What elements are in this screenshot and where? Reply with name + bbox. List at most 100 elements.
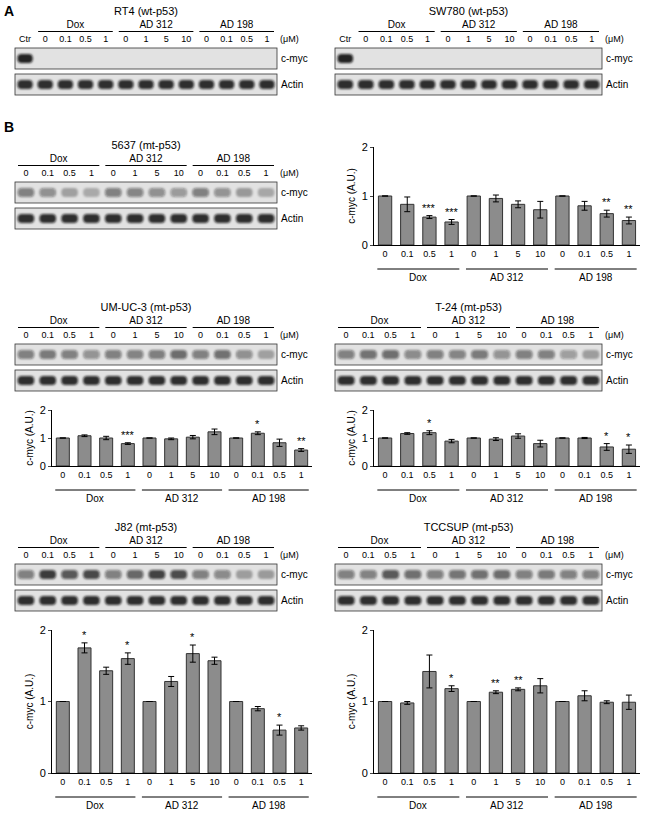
svg-text:Dox: Dox: [409, 272, 427, 283]
svg-text:0: 0: [40, 460, 46, 472]
svg-text:0.1: 0.1: [401, 249, 414, 259]
svg-text:AD 312: AD 312: [490, 800, 524, 811]
svg-text:0: 0: [522, 550, 527, 560]
svg-text:0: 0: [23, 330, 28, 340]
svg-text:10: 10: [181, 34, 191, 44]
svg-text:1: 1: [40, 432, 46, 444]
svg-text:1: 1: [264, 168, 269, 178]
svg-text:0: 0: [111, 330, 116, 340]
svg-text:0.1: 0.1: [216, 330, 229, 340]
svg-text:0: 0: [433, 550, 438, 560]
svg-text:1: 1: [40, 695, 46, 707]
svg-text:A: A: [4, 3, 14, 19]
svg-text:c-myc (A.U.): c-myc (A.U.): [24, 674, 35, 730]
svg-text:SW780 (wt-p53): SW780 (wt-p53): [429, 5, 508, 17]
svg-text:**: **: [514, 674, 523, 686]
svg-text:1: 1: [125, 470, 130, 480]
svg-text:AD 198: AD 198: [252, 493, 286, 504]
svg-text:AD 312: AD 312: [129, 153, 163, 164]
svg-text:(μM): (μM): [280, 34, 299, 44]
svg-text:AD 312: AD 312: [490, 493, 524, 504]
svg-text:AD 312: AD 312: [129, 535, 163, 546]
svg-text:1: 1: [425, 34, 430, 44]
svg-text:AD 198: AD 198: [541, 535, 575, 546]
svg-text:AD 198: AD 198: [217, 535, 251, 546]
svg-text:0: 0: [383, 249, 388, 259]
svg-text:1: 1: [264, 550, 269, 560]
svg-text:0.1: 0.1: [216, 550, 229, 560]
svg-text:0.5: 0.5: [241, 34, 254, 44]
svg-text:RT4 (wt-p53): RT4 (wt-p53): [114, 5, 178, 17]
svg-text:0: 0: [147, 470, 152, 480]
svg-text:1: 1: [493, 249, 498, 259]
svg-text:***: ***: [422, 202, 436, 214]
svg-text:0: 0: [362, 239, 368, 251]
svg-text:1: 1: [89, 168, 94, 178]
svg-text:**: **: [602, 196, 611, 208]
svg-text:Dox: Dox: [50, 153, 68, 164]
svg-text:Actin: Actin: [606, 79, 628, 90]
svg-text:1: 1: [626, 470, 631, 480]
svg-text:0: 0: [522, 330, 527, 340]
svg-text:0.5: 0.5: [79, 34, 92, 44]
svg-text:1: 1: [493, 470, 498, 480]
svg-text:0: 0: [123, 34, 128, 44]
svg-text:1: 1: [589, 34, 594, 44]
svg-text:0: 0: [60, 777, 65, 787]
svg-text:1: 1: [264, 330, 269, 340]
svg-text:Actin: Actin: [281, 595, 303, 606]
svg-text:0: 0: [471, 777, 476, 787]
svg-text:c-myc (A.U.): c-myc (A.U.): [346, 168, 357, 224]
svg-text:(μM): (μM): [605, 330, 624, 340]
svg-text:B: B: [4, 119, 14, 135]
svg-text:*: *: [277, 711, 282, 723]
svg-text:0: 0: [147, 777, 152, 787]
svg-text:AD 198: AD 198: [579, 493, 613, 504]
svg-text:0.5: 0.5: [401, 34, 414, 44]
svg-text:AD 312: AD 312: [139, 19, 173, 30]
svg-text:0.5: 0.5: [562, 550, 575, 560]
svg-text:(μM): (μM): [605, 550, 624, 560]
svg-text:0.5: 0.5: [273, 470, 286, 480]
svg-text:0.5: 0.5: [384, 550, 397, 560]
svg-text:(μM): (μM): [605, 34, 624, 44]
svg-text:Dox: Dox: [86, 800, 104, 811]
svg-text:0.1: 0.1: [362, 330, 375, 340]
svg-text:0.5: 0.5: [63, 168, 76, 178]
svg-text:Dox: Dox: [371, 535, 389, 546]
svg-text:0: 0: [362, 460, 368, 472]
svg-text:Dox: Dox: [86, 493, 104, 504]
svg-text:10: 10: [209, 470, 219, 480]
svg-text:0: 0: [560, 249, 565, 259]
svg-text:2: 2: [362, 624, 368, 636]
svg-text:*: *: [190, 631, 195, 643]
svg-text:0: 0: [198, 550, 203, 560]
svg-text:UM-UC-3 (mt-p53): UM-UC-3 (mt-p53): [100, 301, 191, 313]
svg-text:2: 2: [40, 624, 46, 636]
svg-text:1: 1: [449, 249, 454, 259]
svg-text:0: 0: [362, 767, 368, 779]
svg-text:1: 1: [133, 550, 138, 560]
svg-text:Dox: Dox: [50, 315, 68, 326]
svg-text:1: 1: [103, 34, 108, 44]
svg-text:1: 1: [169, 777, 174, 787]
svg-text:10: 10: [535, 777, 545, 787]
svg-text:c-myc: c-myc: [281, 53, 308, 64]
svg-text:0: 0: [111, 550, 116, 560]
svg-text:5: 5: [516, 777, 521, 787]
svg-text:1: 1: [626, 249, 631, 259]
svg-text:2: 2: [40, 404, 46, 416]
svg-text:0.1: 0.1: [544, 34, 557, 44]
svg-text:*: *: [449, 672, 454, 684]
svg-text:0.5: 0.5: [384, 330, 397, 340]
svg-text:0.1: 0.1: [41, 550, 54, 560]
svg-text:0: 0: [445, 34, 450, 44]
svg-text:2: 2: [362, 141, 368, 153]
svg-text:1: 1: [362, 432, 368, 444]
svg-text:*: *: [255, 418, 260, 430]
svg-text:0: 0: [111, 168, 116, 178]
svg-text:Ctr: Ctr: [339, 34, 351, 44]
svg-text:0.1: 0.1: [41, 330, 54, 340]
svg-text:5: 5: [477, 550, 482, 560]
svg-text:1: 1: [455, 330, 460, 340]
